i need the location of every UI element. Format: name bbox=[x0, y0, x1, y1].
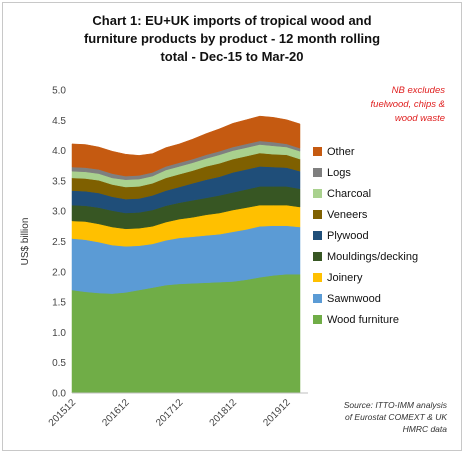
chart-title: Chart 1: EU+UK imports of tropical wood … bbox=[84, 13, 380, 64]
exclusion-note: NB excludes fuelwood, chips & wood waste bbox=[371, 85, 446, 124]
legend-swatch bbox=[313, 252, 322, 261]
y-axis: 0.0 0.5 1.0 1.5 2.0 2.5 3.0 3.5 4.0 4.5 5.0 US$ bil… bbox=[20, 86, 66, 400]
legend-label: Logs bbox=[327, 167, 351, 179]
legend-swatch bbox=[313, 273, 322, 282]
note-line: wood waste bbox=[395, 113, 445, 124]
y-tick-label: 5.0 bbox=[52, 86, 66, 97]
y-tick-label: 1.0 bbox=[52, 328, 66, 339]
legend-swatch bbox=[313, 189, 322, 198]
legend-swatch bbox=[313, 168, 322, 177]
legend-swatch bbox=[313, 315, 322, 324]
legend-label: Sawnwood bbox=[327, 293, 381, 305]
legend: Other Logs Charcoal Veneers Plywood Mouldings… bbox=[313, 146, 418, 326]
legend-swatch bbox=[313, 294, 322, 303]
x-axis: 201512 201612 201712 201812 201912 bbox=[47, 392, 308, 429]
legend-label: Wood furniture bbox=[327, 314, 399, 326]
note-line: NB excludes bbox=[392, 85, 446, 96]
legend-label: Other bbox=[327, 146, 355, 158]
y-tick-label: 1.5 bbox=[52, 298, 66, 309]
legend-label: Mouldings/decking bbox=[327, 251, 418, 263]
x-tick-label: 201612 bbox=[100, 397, 132, 429]
x-tick-label: 201912 bbox=[261, 397, 293, 429]
source-line: Source: ITTO-IMM analysis bbox=[344, 400, 448, 410]
y-axis-label: US$ billion bbox=[20, 218, 31, 266]
note-line: fuelwood, chips & bbox=[371, 99, 445, 110]
legend-swatch bbox=[313, 210, 322, 219]
chart-title-line: Chart 1: EU+UK imports of tropical wood … bbox=[92, 13, 371, 28]
area-series bbox=[71, 115, 301, 394]
y-tick-label: 4.5 bbox=[52, 116, 66, 127]
y-tick-label: 0.5 bbox=[52, 358, 66, 369]
legend-label: Joinery bbox=[327, 272, 363, 284]
legend-swatch bbox=[313, 231, 322, 240]
y-tick-label: 3.5 bbox=[52, 176, 66, 187]
x-tick-label: 201712 bbox=[154, 397, 186, 429]
y-tick-label: 2.0 bbox=[52, 267, 66, 278]
chart-title-line: total - Dec-15 to Mar-20 bbox=[160, 49, 303, 64]
x-tick-label: 201512 bbox=[47, 397, 79, 429]
y-tick-label: 2.5 bbox=[52, 237, 66, 248]
source-line: of Eurostat COMEXT & UK bbox=[345, 412, 447, 422]
legend-label: Plywood bbox=[327, 230, 369, 242]
legend-swatch bbox=[313, 147, 322, 156]
source-note: Source: ITTO-IMM analysis of Eurostat COM… bbox=[344, 400, 448, 434]
y-tick-label: 0.0 bbox=[52, 389, 66, 400]
area-other bbox=[71, 115, 301, 177]
legend-label: Veneers bbox=[327, 209, 368, 221]
legend-label: Charcoal bbox=[327, 188, 371, 200]
x-tick-label: 201812 bbox=[208, 397, 240, 429]
source-line: HMRC data bbox=[403, 424, 448, 434]
y-tick-label: 4.0 bbox=[52, 146, 66, 157]
y-tick-label: 3.0 bbox=[52, 207, 66, 218]
chart-title-line: furniture products by product - 12 month… bbox=[84, 31, 380, 46]
